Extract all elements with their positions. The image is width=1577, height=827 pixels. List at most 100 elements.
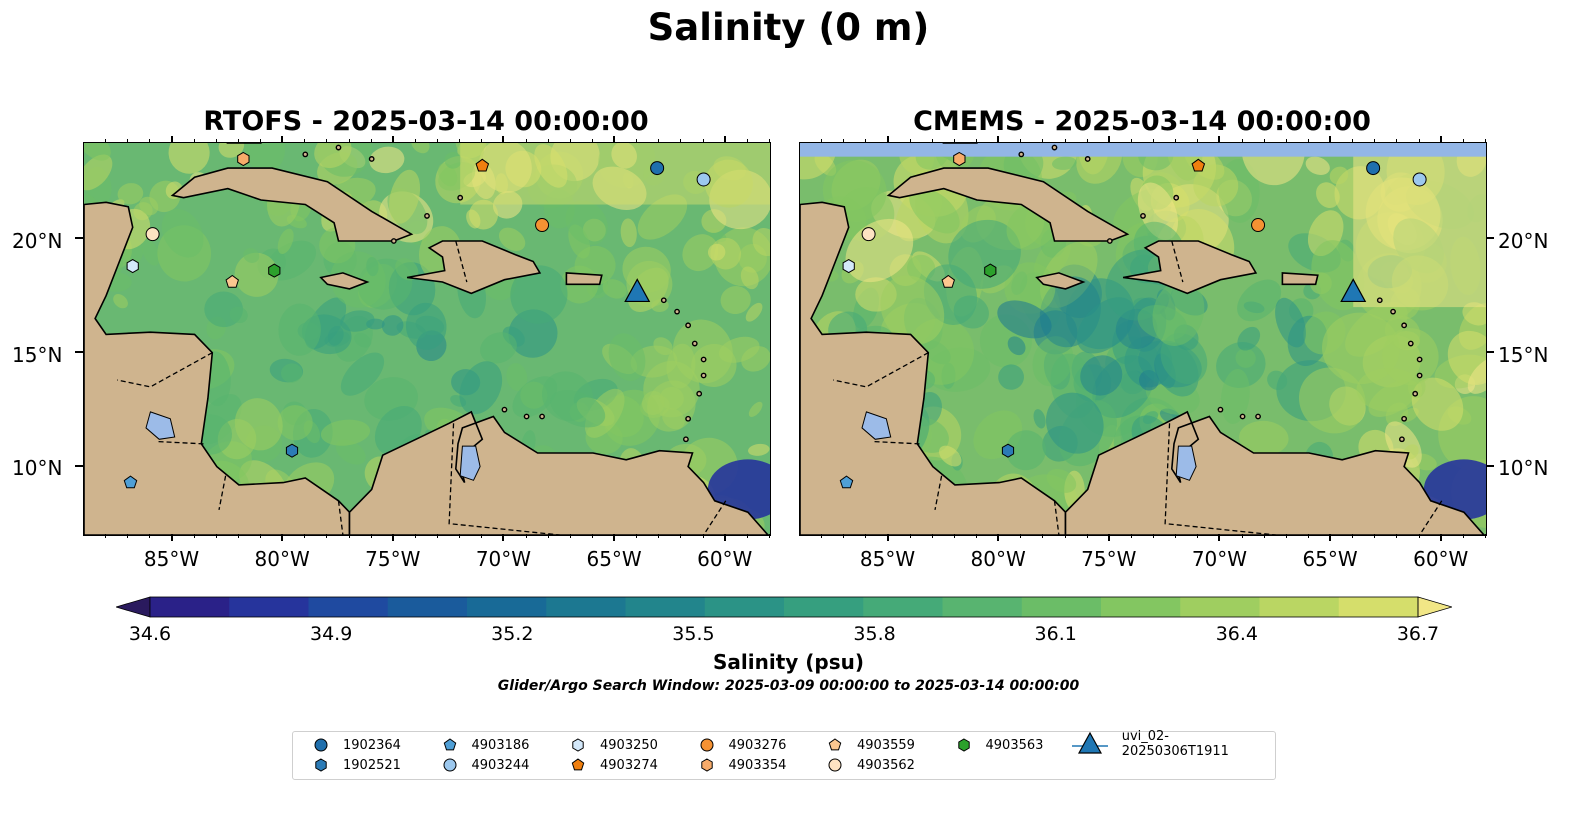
x-minor-tick xyxy=(1175,534,1177,538)
x-minor-tick xyxy=(1418,139,1420,143)
x-minor-tick xyxy=(909,534,911,538)
x-minor-tick xyxy=(215,139,217,143)
x-minor-tick xyxy=(746,139,748,143)
x-minor-tick xyxy=(193,139,195,143)
small-island xyxy=(1217,406,1224,413)
x-minor-tick xyxy=(1440,139,1442,143)
x-minor-tick xyxy=(1307,534,1309,538)
legend-item: 4903244 xyxy=(434,755,529,775)
legend-label: 4903563 xyxy=(985,737,1044,753)
colorbar-tick-label: 35.8 xyxy=(853,623,896,645)
x-minor-tick xyxy=(953,534,955,538)
land-polygon xyxy=(565,272,603,286)
country-border xyxy=(934,475,943,511)
hexagon-icon xyxy=(315,758,327,772)
small-island xyxy=(390,238,397,244)
land-polygon xyxy=(800,201,1067,535)
small-island xyxy=(1018,151,1025,158)
x-minor-tick xyxy=(614,139,616,143)
x-minor-tick xyxy=(724,534,726,538)
x-minor-tick xyxy=(171,534,173,538)
x-minor-tick xyxy=(414,139,416,143)
x-minor-tick xyxy=(1462,534,1464,538)
hexagon-icon xyxy=(957,738,970,752)
data-marker xyxy=(984,263,997,278)
legend-label: 4903354 xyxy=(728,757,787,773)
x-minor-tick xyxy=(569,139,571,143)
x-minor-tick xyxy=(127,534,129,538)
small-island xyxy=(1106,238,1113,244)
x-minor-tick xyxy=(1064,534,1066,538)
x-minor-tick xyxy=(680,534,682,538)
colorbar-segment xyxy=(942,597,1023,617)
x-minor-tick xyxy=(821,534,823,538)
small-island xyxy=(1416,372,1423,379)
land-polygon xyxy=(319,272,370,290)
x-minor-tick xyxy=(769,534,770,538)
y-tick-label: 20°N xyxy=(12,229,63,253)
map-panel-cmems xyxy=(799,142,1487,536)
legend-label: 1902364 xyxy=(343,737,401,753)
x-minor-tick xyxy=(1263,139,1265,143)
data-marker xyxy=(145,227,160,242)
x-minor-tick xyxy=(348,534,350,538)
colorbar-segment xyxy=(704,597,785,617)
circle-icon xyxy=(314,738,328,752)
x-minor-tick xyxy=(658,139,660,143)
legend-label: 4903186 xyxy=(471,737,530,753)
colorbar-segment xyxy=(387,597,468,617)
lake xyxy=(459,445,481,481)
x-minor-tick xyxy=(260,139,262,143)
x-minor-tick xyxy=(909,139,911,143)
colorbar-tick-label: 36.7 xyxy=(1396,623,1440,645)
legend-item: 4903563 xyxy=(948,735,1044,755)
country-border xyxy=(218,475,227,511)
x-minor-tick xyxy=(887,139,889,143)
x-minor-tick xyxy=(105,139,107,143)
x-minor-tick xyxy=(193,534,195,538)
x-minor-tick xyxy=(1462,139,1464,143)
y-tick-label: 10°N xyxy=(1498,456,1549,480)
x-minor-tick xyxy=(127,139,129,143)
x-minor-tick xyxy=(215,534,217,538)
x-minor-tick xyxy=(976,139,978,143)
x-minor-tick xyxy=(392,534,394,538)
data-marker xyxy=(475,158,490,172)
colorbar-segment xyxy=(1338,597,1419,617)
small-island xyxy=(1084,156,1091,162)
colorbar-tick-label: 34.9 xyxy=(309,623,353,645)
x-minor-tick xyxy=(1396,139,1398,143)
y-tick-mark xyxy=(1486,464,1494,467)
small-island xyxy=(523,413,530,420)
y-tick-label: 15°N xyxy=(1498,343,1549,367)
x-minor-tick xyxy=(171,139,173,143)
colorbar-segment xyxy=(1021,597,1102,617)
legend-label: uvi_02-20250306T1911 xyxy=(1121,729,1229,759)
legend-item: 4903274 xyxy=(562,755,658,775)
country-border xyxy=(1164,423,1276,535)
country-border xyxy=(1053,500,1060,535)
lake xyxy=(145,411,176,440)
small-island xyxy=(700,356,707,363)
x-tick-label: 80°W xyxy=(970,547,1026,571)
legend-item: 4903562 xyxy=(819,755,915,775)
x-minor-tick xyxy=(953,139,955,143)
x-minor-tick xyxy=(260,534,262,538)
x-minor-tick xyxy=(1130,534,1132,538)
x-minor-tick xyxy=(370,534,372,538)
x-tick-label: 65°W xyxy=(1302,547,1358,571)
pentagon-icon xyxy=(571,758,585,771)
y-tick-label: 15°N xyxy=(12,343,63,367)
x-minor-tick xyxy=(503,139,505,143)
pentagon-icon xyxy=(828,738,842,751)
colorbar-segment xyxy=(1101,597,1181,617)
x-minor-tick xyxy=(1241,534,1243,538)
country-border xyxy=(703,500,727,535)
small-island xyxy=(700,372,707,379)
x-minor-tick xyxy=(1086,139,1088,143)
data-marker xyxy=(842,259,855,274)
x-minor-tick xyxy=(525,139,527,143)
x-minor-tick xyxy=(1175,139,1177,143)
country-border xyxy=(448,423,560,535)
x-minor-tick xyxy=(1330,139,1332,143)
